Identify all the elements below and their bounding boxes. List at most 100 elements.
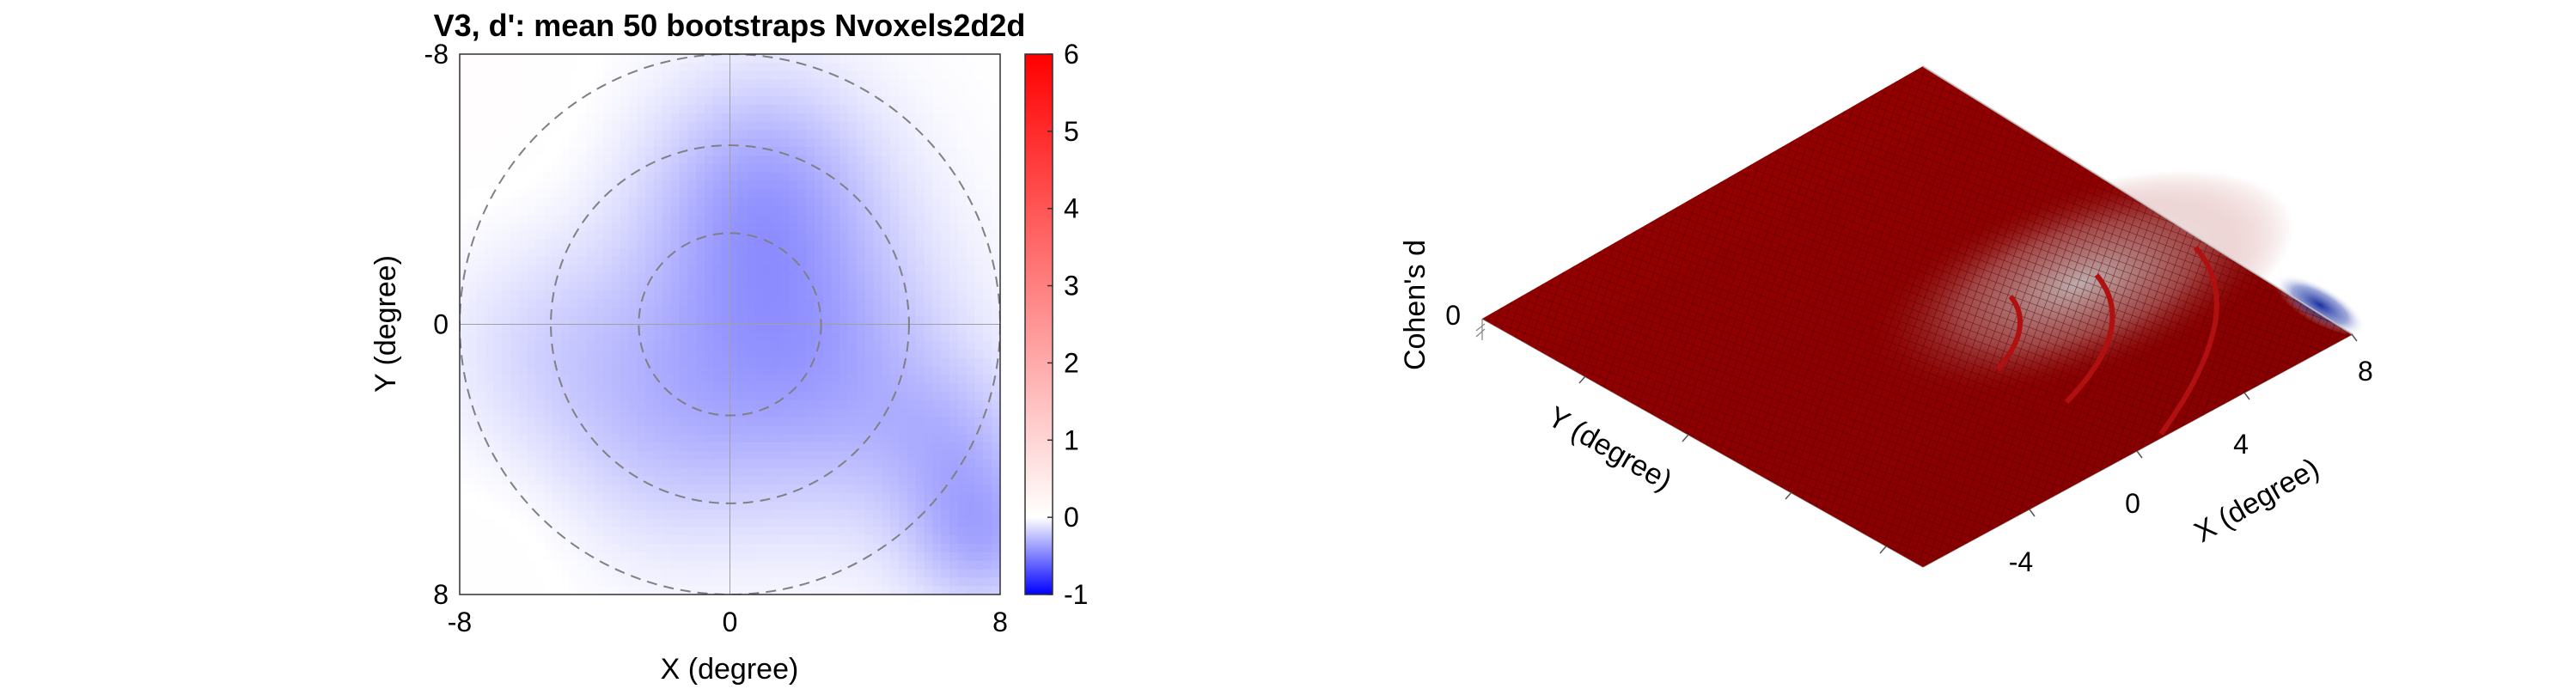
heatmap-cell (527, 392, 537, 401)
heatmap-cell (974, 467, 984, 478)
heatmap-cell (906, 231, 917, 241)
heatmap-cell (645, 476, 655, 485)
heatmap-x-tick-label: -8 (448, 607, 472, 637)
heatmap-cell (754, 307, 765, 317)
heatmap-cell (696, 163, 705, 174)
heatmap-cell (654, 205, 663, 216)
heatmap-cell (864, 349, 875, 359)
heatmap-cell (620, 509, 630, 520)
heatmap-cell (569, 383, 579, 393)
heatmap-cell (899, 96, 908, 106)
heatmap-cell (966, 130, 976, 139)
heatmap-cell (560, 113, 571, 123)
heatmap-cell (552, 552, 562, 562)
heatmap-cell (705, 79, 714, 88)
heatmap-cell (569, 155, 579, 165)
heatmap-cell (544, 180, 553, 190)
heatmap-cell (560, 417, 571, 427)
heatmap-cell (721, 467, 731, 478)
heatmap-cell (560, 290, 571, 300)
heatmap-cell (906, 290, 917, 300)
heatmap-cell (670, 231, 681, 241)
heatmap-cell (992, 104, 1000, 114)
heatmap-cell (789, 577, 798, 587)
heatmap-cell (747, 121, 756, 131)
heatmap-cell (620, 214, 630, 224)
heatmap-cell (941, 189, 950, 198)
heatmap-cell (518, 399, 528, 410)
heatmap-cell (502, 130, 511, 139)
heatmap-cell (814, 138, 824, 148)
heatmap-cell (527, 493, 537, 503)
heatmap-cell (493, 434, 503, 443)
heatmap-cell (789, 324, 798, 333)
heatmap-cell (738, 248, 748, 258)
heatmap-cell (763, 88, 773, 97)
heatmap-cell (560, 231, 571, 241)
heatmap-cell (485, 282, 494, 291)
heatmap-cell (721, 527, 731, 536)
heatmap-cell (754, 476, 765, 485)
heatmap-cell (882, 332, 891, 342)
heatmap-cell (772, 408, 782, 418)
heatmap-cell (518, 442, 528, 452)
heatmap-cell (941, 459, 950, 469)
heatmap-cell (915, 485, 925, 494)
heatmap-cell (552, 349, 562, 359)
heatmap-cell (957, 450, 968, 460)
heatmap-cell (772, 189, 782, 198)
heatmap-cell (882, 383, 891, 393)
heatmap-cell (932, 231, 942, 241)
heatmap-cell (924, 375, 933, 384)
heatmap-cell (729, 147, 739, 156)
heatmap-cell (738, 155, 748, 165)
heatmap-cell (941, 434, 950, 443)
heatmap-cell (705, 88, 714, 97)
heatmap-cell (974, 577, 984, 587)
heatmap-cell (679, 476, 688, 485)
heatmap-cell (611, 256, 621, 266)
heatmap-cell (493, 560, 503, 570)
heatmap-cell (721, 155, 731, 165)
heatmap-cell (535, 265, 545, 275)
heatmap-cell (603, 307, 613, 317)
heatmap-cell (467, 299, 478, 308)
heatmap-cell (654, 155, 663, 165)
heatmap-cell (485, 476, 494, 485)
heatmap-cell (705, 299, 714, 308)
heatmap-cell (797, 349, 807, 359)
heatmap-cell (527, 96, 537, 106)
heatmap-cell (586, 569, 595, 578)
heatmap-cell (645, 88, 655, 97)
heatmap-cell (899, 527, 908, 536)
heatmap-cell (983, 104, 992, 114)
heatmap-cell (603, 467, 613, 478)
heatmap-cell (924, 586, 933, 594)
heatmap-cell (797, 104, 807, 114)
heatmap-cell (544, 408, 553, 418)
heatmap-cell (705, 315, 714, 326)
heatmap-cell (645, 138, 655, 148)
heatmap-cell (941, 341, 950, 351)
heatmap-cell (864, 357, 875, 368)
heatmap-cell (738, 198, 748, 207)
heatmap-cell (460, 442, 469, 452)
heatmap-cell (873, 535, 883, 545)
heatmap-cell (839, 493, 849, 503)
heatmap-cell (544, 147, 553, 156)
heatmap-cell (932, 240, 942, 249)
heatmap-cell (696, 434, 705, 443)
heatmap-cell (839, 88, 849, 97)
heatmap-cell (957, 586, 968, 594)
heatmap-cell (805, 399, 815, 410)
heatmap-cell (873, 552, 883, 562)
heatmap-cell (662, 96, 672, 106)
heatmap-cell (856, 96, 866, 106)
heatmap-cell (595, 569, 604, 578)
heatmap-cell (662, 307, 672, 317)
heatmap-cell (966, 205, 976, 216)
heatmap-cell (544, 332, 553, 342)
heatmap-cell (839, 375, 849, 384)
heatmap-cell (485, 459, 494, 469)
heatmap-cell (611, 273, 621, 283)
